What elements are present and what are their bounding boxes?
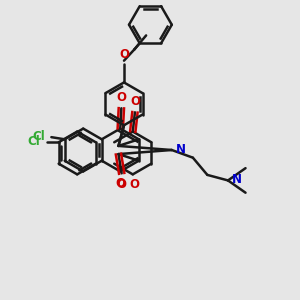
Text: O: O: [130, 95, 140, 108]
Text: Cl: Cl: [27, 135, 40, 148]
Text: O: O: [116, 91, 126, 103]
Text: O: O: [119, 48, 129, 61]
Text: N: N: [176, 143, 186, 156]
Text: O: O: [129, 178, 139, 191]
Text: O: O: [117, 178, 127, 191]
Text: O: O: [115, 177, 125, 190]
Text: N: N: [232, 173, 242, 186]
Text: Cl: Cl: [32, 130, 45, 143]
